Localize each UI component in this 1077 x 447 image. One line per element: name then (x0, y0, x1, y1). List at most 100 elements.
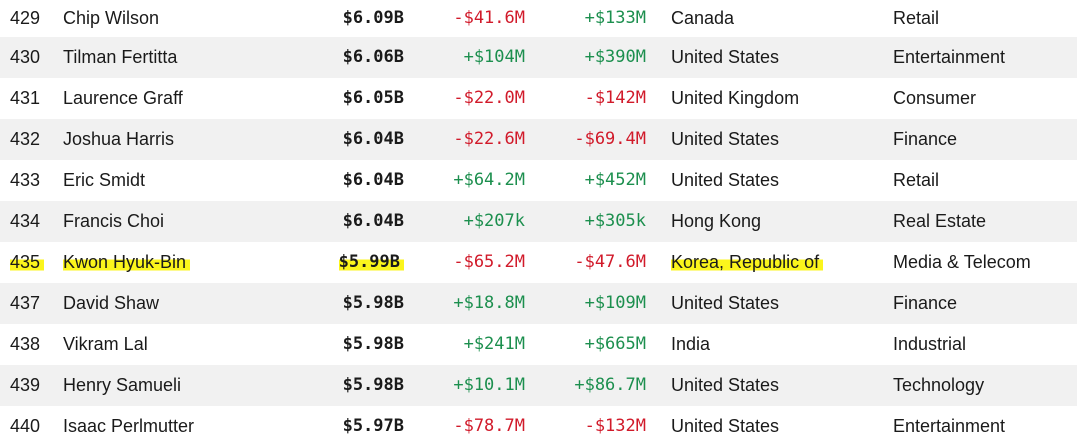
table-row[interactable]: 432 Joshua Harris $6.04B -$22.6M -$69.4M Unit… (0, 119, 1077, 160)
rank-cell: 433 (10, 160, 40, 201)
change-ytd-cell: +$109M (585, 283, 646, 324)
change-ytd-cell: +$133M (585, 0, 646, 37)
net-worth-cell: $6.06B (343, 37, 404, 78)
table-row[interactable]: 439 Henry Samueli $5.98B +$10.1M +$86.7M Unit… (0, 365, 1077, 406)
rank-cell: 430 (10, 37, 40, 78)
change-ytd-cell-text: +$305k (584, 211, 646, 231)
change-day-cell-text: +$10.1M (453, 375, 525, 395)
name-cell-text: Vikram Lal (63, 334, 148, 354)
change-day-cell: -$41.6M (453, 0, 525, 37)
name-cell-text: Chip Wilson (63, 8, 160, 28)
change-day-cell: -$22.6M (453, 119, 525, 160)
name-cell-text: Joshua Harris (63, 129, 175, 149)
change-day-cell-text: +$207k (463, 211, 525, 231)
name-cell[interactable]: Henry Samueli (63, 365, 181, 406)
rank-cell: 429 (10, 0, 40, 37)
table-row[interactable]: 435 Kwon Hyuk-Bin $5.99B -$65.2M -$47.6M Kore… (0, 242, 1077, 283)
industry-cell: Retail (893, 0, 939, 37)
name-cell[interactable]: Isaac Perlmutter (63, 406, 194, 447)
name-cell[interactable]: Eric Smidt (63, 160, 145, 201)
table-row[interactable]: 431 Laurence Graff $6.05B -$22.0M -$142M Unit… (0, 78, 1077, 119)
name-cell[interactable]: Chip Wilson (63, 0, 159, 37)
industry-cell: Entertainment (893, 406, 1005, 447)
country-cell: United Kingdom (671, 78, 799, 119)
country-cell: Canada (671, 0, 734, 37)
name-cell-text: Francis Choi (63, 211, 165, 231)
table-row[interactable]: 430 Tilman Fertitta $6.06B +$104M +$390M Unit… (0, 37, 1077, 78)
change-day-cell: +$10.1M (453, 365, 525, 406)
industry-cell: Finance (893, 119, 957, 160)
change-day-cell: +$104M (464, 37, 525, 78)
rank-cell-text: 438 (10, 334, 41, 354)
name-cell[interactable]: Francis Choi (63, 201, 164, 242)
change-day-cell-text: +$18.8M (453, 293, 525, 313)
change-ytd-cell: -$69.4M (574, 119, 646, 160)
net-worth-cell: $5.98B (343, 365, 404, 406)
name-cell-text: Henry Samueli (63, 375, 182, 395)
change-day-cell: +$64.2M (453, 160, 525, 201)
rank-cell: 434 (10, 201, 40, 242)
rank-cell-text: 432 (10, 129, 41, 149)
name-cell[interactable]: Vikram Lal (63, 324, 148, 365)
net-worth-cell-text: $6.04B (342, 129, 404, 149)
name-cell[interactable]: Tilman Fertitta (63, 37, 177, 78)
industry-cell: Technology (893, 365, 984, 406)
industry-cell-text: Real Estate (893, 211, 987, 231)
net-worth-cell-text: $5.98B (342, 293, 404, 313)
change-ytd-cell: +$390M (585, 37, 646, 78)
country-cell: Hong Kong (671, 201, 761, 242)
industry-cell: Entertainment (893, 37, 1005, 78)
name-cell[interactable]: Laurence Graff (63, 78, 183, 119)
industry-cell: Real Estate (893, 201, 986, 242)
country-cell: Korea, Republic of (671, 242, 824, 283)
industry-cell-text: Media & Telecom (893, 252, 1031, 272)
country-cell-text: Hong Kong (671, 211, 762, 231)
change-ytd-cell-text: -$142M (584, 88, 646, 108)
table-row[interactable]: 437 David Shaw $5.98B +$18.8M +$109M United S… (0, 283, 1077, 324)
name-cell[interactable]: Kwon Hyuk-Bin (63, 242, 191, 283)
change-day-cell-text: +$241M (463, 334, 525, 354)
change-ytd-cell-text: +$390M (584, 47, 646, 67)
net-worth-cell: $6.04B (343, 160, 404, 201)
change-ytd-cell: -$142M (585, 78, 646, 119)
net-worth-cell: $5.99B (338, 242, 404, 283)
change-day-cell-text: -$65.2M (453, 252, 525, 272)
change-day-cell-text: -$41.6M (453, 8, 525, 28)
change-day-cell: -$22.0M (453, 78, 525, 119)
rank-cell-text: 433 (10, 170, 41, 190)
country-cell-text: Korea, Republic of (671, 252, 824, 272)
industry-cell-text: Finance (893, 293, 958, 313)
table-row[interactable]: 438 Vikram Lal $5.98B +$241M +$665M India Indu… (0, 324, 1077, 365)
country-cell-text: United States (671, 416, 780, 436)
name-cell-text: David Shaw (63, 293, 160, 313)
rank-cell-text: 439 (10, 375, 41, 395)
rank-cell: 431 (10, 78, 40, 119)
name-cell[interactable]: Joshua Harris (63, 119, 174, 160)
net-worth-cell: $5.98B (343, 324, 404, 365)
country-cell-text: Canada (671, 8, 735, 28)
net-worth-cell-text: $6.04B (342, 211, 404, 231)
change-day-cell-text: -$22.0M (453, 88, 525, 108)
net-worth-cell: $5.98B (343, 283, 404, 324)
industry-cell: Finance (893, 283, 957, 324)
industry-cell-text: Retail (893, 8, 940, 28)
net-worth-cell: $5.97B (343, 406, 404, 447)
name-cell-text: Tilman Fertitta (63, 47, 178, 67)
rank-cell-text: 435 (10, 252, 45, 272)
name-cell[interactable]: David Shaw (63, 283, 159, 324)
table-row[interactable]: 433 Eric Smidt $6.04B +$64.2M +$452M United S… (0, 160, 1077, 201)
table-row[interactable]: 440 Isaac Perlmutter $5.97B -$78.7M -$132M Un… (0, 406, 1077, 447)
industry-cell-text: Entertainment (893, 416, 1006, 436)
country-cell: United States (671, 406, 779, 447)
change-day-cell-text: -$22.6M (453, 129, 525, 149)
rank-cell: 440 (10, 406, 40, 447)
country-cell-text: United States (671, 47, 780, 67)
country-cell-text: United States (671, 170, 780, 190)
industry-cell-text: Industrial (893, 334, 967, 354)
net-worth-cell-text: $6.09B (342, 8, 404, 28)
rank-cell: 437 (10, 283, 40, 324)
table-row[interactable]: 429 Chip Wilson $6.09B -$41.6M +$133M Canada R… (0, 0, 1077, 37)
table-row[interactable]: 434 Francis Choi $6.04B +$207k +$305k Hong Ko… (0, 201, 1077, 242)
net-worth-cell-text: $5.99B (338, 252, 404, 272)
industry-cell-text: Finance (893, 129, 958, 149)
